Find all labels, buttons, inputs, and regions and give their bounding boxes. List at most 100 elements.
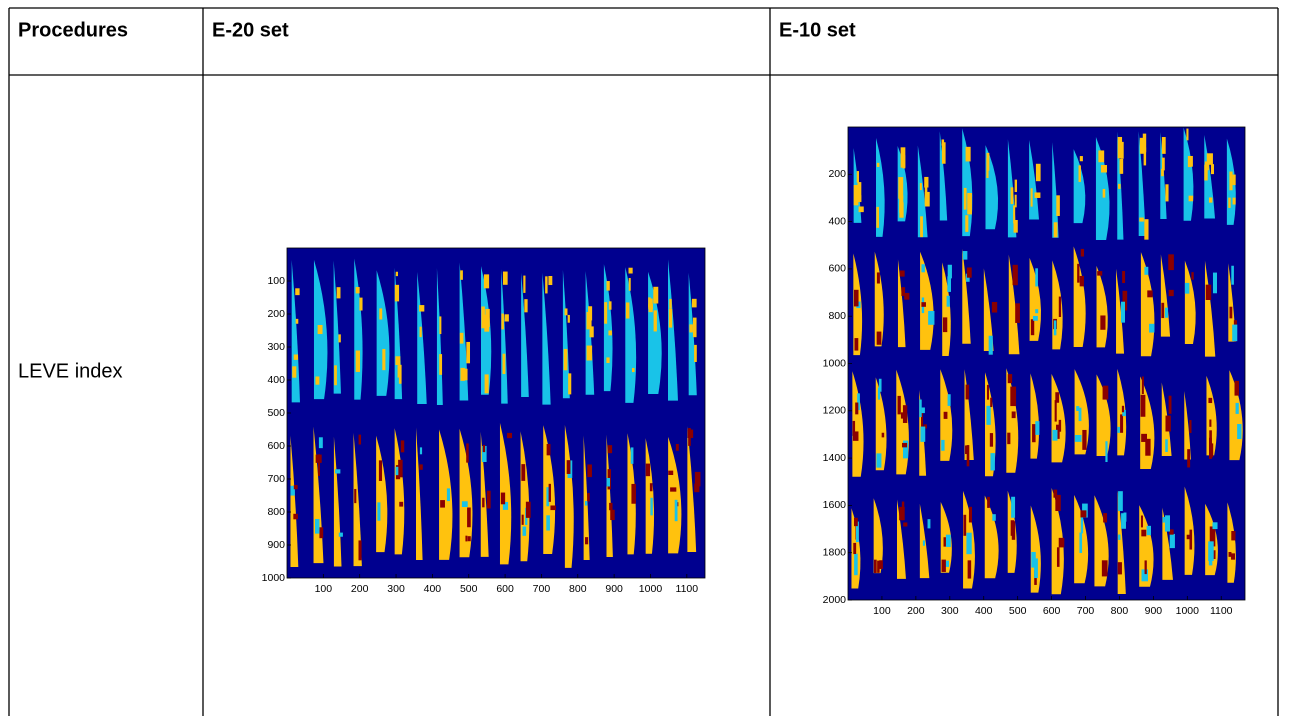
leaf-patch	[1205, 284, 1212, 300]
leaf-patch	[1141, 569, 1148, 582]
row-label: LEVE index	[18, 360, 123, 382]
leaf-patch	[1212, 272, 1218, 294]
leaf-patch	[899, 270, 905, 277]
figure: 100 200 300 400 500 600 700 800 900 1000 1100 100 20…	[262, 247, 706, 595]
y-tick-label: 2000	[823, 594, 847, 606]
leaf-patch	[587, 493, 590, 502]
leaf-patch	[877, 560, 880, 573]
leaf-patch	[674, 499, 678, 522]
leaf	[1073, 246, 1086, 348]
leaf-patch	[1034, 192, 1041, 198]
leaf-patch	[500, 492, 506, 505]
leaf-patch	[1232, 197, 1236, 205]
leaf-patch	[484, 374, 489, 394]
leaf-patch	[1164, 307, 1169, 318]
leaf-patch	[1168, 395, 1172, 414]
leaf-patch	[649, 483, 653, 492]
leaf-patch	[293, 484, 298, 490]
leaf-patch	[568, 373, 572, 395]
leaf	[962, 248, 971, 344]
y-tick-label: 300	[267, 341, 285, 353]
leaf-patch	[879, 560, 883, 569]
leaf-patch	[1058, 296, 1062, 317]
leaf-patch	[1013, 219, 1018, 233]
leaf-patch	[1056, 195, 1060, 216]
leaf-patch	[295, 288, 300, 296]
leaf-patch	[395, 356, 401, 366]
leaf-patch	[1169, 529, 1174, 535]
leaf-patch	[1186, 128, 1189, 141]
leaf-patch	[609, 502, 613, 511]
leaf-patch	[1187, 449, 1191, 468]
leaf-patch	[1053, 222, 1058, 238]
leaf-patch	[1082, 429, 1087, 450]
leaf-patch	[1231, 553, 1236, 560]
x-tick-label: 900	[1145, 605, 1163, 617]
leaf	[984, 495, 999, 579]
x-tick-label: 400	[424, 583, 442, 595]
leaf	[983, 268, 994, 351]
leaf-patch	[1168, 289, 1174, 297]
leaf-patch	[1055, 494, 1061, 512]
y-tick-label: 1200	[823, 405, 847, 417]
leaf-patch	[877, 387, 881, 400]
leaf-patch	[1146, 525, 1151, 536]
leaf	[480, 431, 489, 557]
leaf-patch	[354, 488, 357, 504]
leaf-patch	[854, 553, 858, 576]
leaf-patch	[1055, 392, 1060, 403]
leaf-patch	[990, 453, 995, 471]
leaf-patch	[928, 311, 935, 325]
leaf-patch	[1010, 386, 1017, 407]
leaf-patch	[921, 409, 924, 428]
leaf-patch	[899, 506, 905, 521]
y-tick-label: 400	[267, 374, 285, 386]
leaf-patch	[1122, 271, 1126, 284]
leaf	[1008, 254, 1020, 355]
leaf-patch	[481, 306, 485, 329]
leaf-patch	[691, 298, 697, 308]
leaf-patch	[855, 521, 859, 543]
leaf-patch	[966, 532, 972, 555]
leaf-patch	[1208, 397, 1213, 404]
leaf-patch	[1078, 407, 1082, 422]
leaf-patch	[628, 267, 633, 274]
leaf-patch	[290, 485, 295, 496]
leaf-patch	[546, 443, 551, 456]
leaf-patch	[467, 507, 471, 528]
leaf-patch	[943, 537, 946, 547]
leaf-patch	[550, 505, 556, 511]
leaf-patch	[486, 490, 491, 509]
x-tick-label: 100	[315, 583, 333, 595]
leaf-patch	[398, 459, 403, 478]
leaf-patch	[1208, 541, 1214, 561]
leaf-patch	[501, 313, 504, 330]
leaf-patch	[919, 183, 922, 191]
leaf-patch	[502, 501, 509, 510]
leaf-patch	[1234, 380, 1239, 396]
leaf-patch	[1186, 534, 1190, 540]
leaf-patch	[419, 464, 423, 470]
leaf-patch	[632, 368, 635, 373]
leaf-patch	[1105, 441, 1108, 463]
leaf-patch	[921, 264, 925, 273]
leaf-patch	[631, 483, 636, 504]
leaf-patch	[653, 310, 657, 332]
leaf-patch	[315, 376, 320, 385]
leaf-patch	[852, 431, 859, 441]
x-tick-label: 800	[1111, 605, 1129, 617]
leaf-patch	[398, 364, 402, 384]
leaf-patch	[606, 281, 610, 291]
leaf-patch	[1054, 400, 1057, 422]
leaf-patch	[1077, 263, 1080, 283]
leaf-patch	[856, 171, 860, 183]
leaf-patch	[1030, 188, 1033, 207]
leaf-patch	[419, 326, 422, 338]
leaf-patch	[334, 365, 337, 386]
leaf-patch	[922, 540, 925, 546]
leaf-patch	[966, 267, 972, 278]
leaf-patch	[876, 272, 880, 284]
leaf-patch	[854, 517, 858, 527]
leaf-patch	[689, 324, 693, 333]
leaf-patch	[525, 501, 531, 518]
